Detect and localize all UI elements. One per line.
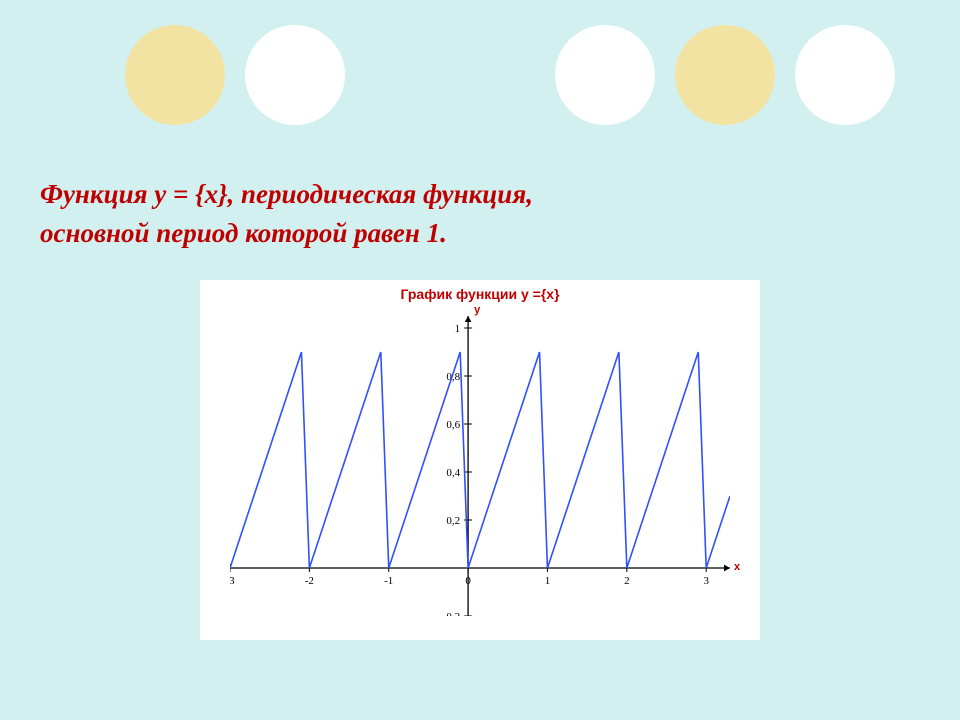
decorative-circles xyxy=(0,25,960,145)
chart-svg: -3-2-10123-0,20,20,40,60,81 xyxy=(230,316,730,616)
y-tick-label: 0,2 xyxy=(446,515,460,527)
y-tick-label: -0,2 xyxy=(443,611,460,616)
decor-circle xyxy=(245,25,345,125)
x-tick-label: -1 xyxy=(384,575,393,587)
plot-area: -3-2-10123-0,20,20,40,60,81 xyxy=(230,316,730,616)
chart-container: График функции у ={х} у х -3 -2 -1 0 1 2 3 -0,2… xyxy=(200,280,760,640)
decor-circle xyxy=(125,25,225,125)
decor-circle xyxy=(795,25,895,125)
y-tick-label: 0,4 xyxy=(446,467,460,479)
x-axis-label: х xyxy=(734,561,740,573)
x-tick-label: -2 xyxy=(305,575,314,587)
chart-title: График функции у ={х} xyxy=(200,280,760,302)
y-tick-label: 0,6 xyxy=(446,419,460,431)
x-tick-label: 1 xyxy=(545,575,551,587)
x-tick-label: -3 xyxy=(230,575,235,587)
x-tick-label: 3 xyxy=(703,575,709,587)
y-tick-label: 1 xyxy=(455,323,461,335)
x-tick-label: 0 xyxy=(465,575,471,587)
decor-circle xyxy=(555,25,655,125)
slide-heading: Функция у = {х}, периодическая функция, … xyxy=(40,175,900,253)
heading-line-1: Функция у = {х}, периодическая функция, xyxy=(40,179,533,209)
x-tick-label: 2 xyxy=(624,575,630,587)
heading-line-2: основной период которой равен 1. xyxy=(40,218,447,248)
y-axis-label: у xyxy=(474,304,480,316)
decor-circle xyxy=(675,25,775,125)
